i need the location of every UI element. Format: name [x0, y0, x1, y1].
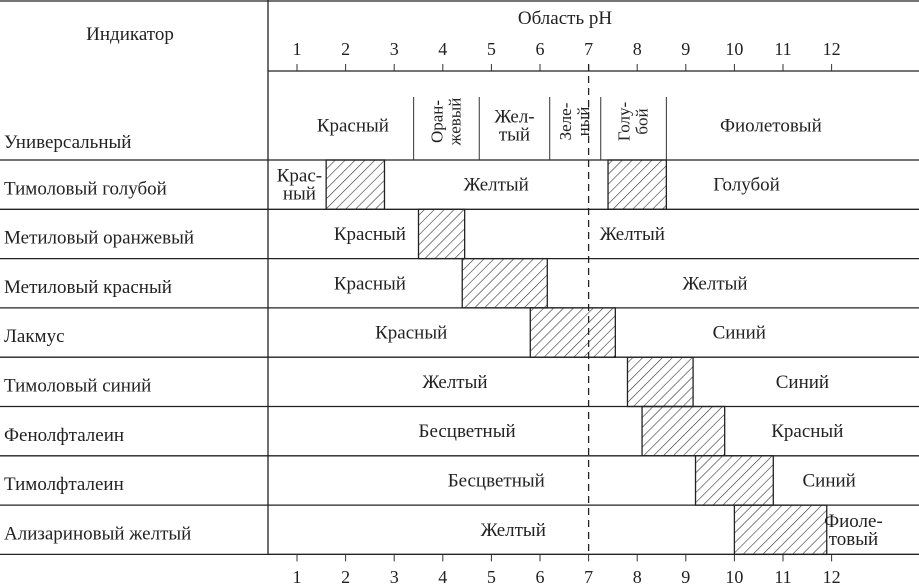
color-label: Желтый	[600, 224, 665, 245]
indicator-column-header: Индикатор	[86, 24, 174, 45]
zone-label-vertical: Оран-жевый	[427, 98, 464, 147]
indicator-name: Лакмус	[4, 326, 65, 347]
color-label: Бесцветный	[419, 421, 516, 442]
indicator-name: Фенолфталеин	[4, 425, 124, 446]
color-label: Красный	[334, 273, 406, 294]
color-label: Желтый	[422, 372, 487, 393]
top-tick-label: 6	[536, 39, 545, 59]
bottom-tick-label: 7	[584, 567, 593, 587]
zone-label: Зеле-ный	[556, 102, 593, 140]
indicator-row: Тимоловый голубой Крас-ный Желтый Голубой	[4, 159, 780, 210]
indicator-name: Тимоловый голубой	[4, 178, 167, 199]
transition-interval	[417, 208, 466, 260]
zone-label-vertical: Голу-бой	[615, 102, 652, 142]
color-label: Желтый	[682, 273, 747, 294]
indicator-row: Метиловый красный Красный Желтый	[4, 257, 748, 309]
indicator-name: Ализариновый желтый	[4, 523, 191, 544]
top-tick-label: 11	[774, 39, 791, 59]
color-label: Голубой	[713, 175, 780, 196]
transition-interval	[733, 504, 828, 556]
top-tick-label: 1	[293, 39, 302, 59]
top-tick-label: 7	[584, 39, 593, 59]
color-label: Синий	[802, 470, 855, 491]
top-tick-label: 4	[438, 39, 447, 59]
bottom-tick-label: 5	[487, 567, 496, 587]
zone-label: Жел-тый	[494, 107, 534, 146]
color-label: Синий	[776, 372, 829, 393]
top-tick-label: 12	[823, 39, 841, 59]
zone-label: Голу-бой	[615, 102, 652, 142]
bottom-tick-label: 11	[774, 567, 791, 587]
top-tick-label: 3	[390, 39, 399, 59]
bottom-tick-label: 4	[438, 567, 447, 587]
top-tick-label: 10	[725, 39, 743, 59]
color-label: Красный	[334, 224, 406, 245]
bottom-tick-label: 9	[681, 567, 690, 587]
indicator-name: Метиловый красный	[4, 277, 172, 298]
bottom-tick-label: 3	[390, 567, 399, 587]
transition-interval	[694, 455, 774, 506]
bottom-tick-label: 1	[293, 567, 302, 587]
bottom-tick-label: 10	[725, 567, 743, 587]
ph-range-header: Область pH	[518, 8, 612, 29]
bottom-tick-label: 8	[633, 567, 642, 587]
zone-label-vertical: Зеле-ный	[556, 102, 593, 140]
color-label: Бесцветный	[448, 470, 545, 491]
color-label: Фиоле-товый	[824, 511, 883, 550]
indicator-name: Универсальный	[4, 132, 131, 153]
color-label: Красный	[375, 323, 447, 344]
transition-interval	[626, 356, 694, 408]
transition-interval	[325, 159, 386, 210]
indicator-name: Метиловый оранжевый	[4, 228, 194, 249]
transition-interval	[607, 159, 668, 210]
indicator-name: Тимоловый синий	[4, 376, 151, 397]
color-label: Синий	[713, 323, 766, 344]
zone-label: Оран-жевый	[427, 98, 464, 147]
transition-interval	[641, 405, 726, 457]
top-ph-axis: 1 2 3 4 5 6 7 8 9 10 11 12	[268, 39, 919, 72]
indicator-row: Ализариновый желтый Желтый Фиоле-товый	[4, 504, 883, 556]
bottom-tick-label: 6	[536, 567, 545, 587]
transition-interval	[461, 257, 548, 309]
bottom-tick-label: 2	[341, 567, 350, 587]
bottom-ph-axis: 1 2 3 4 5 6 7 8 9 10 11 12	[268, 553, 919, 587]
color-label: Крас-ный	[277, 166, 322, 205]
indicator-row: Тимоловый синий Желтый Синий	[4, 356, 829, 408]
top-tick-label: 9	[681, 39, 690, 59]
indicator-row: Фенолфталеин Бесцветный Красный	[4, 405, 843, 457]
universal-indicator-row: Универсальный Красный Оран-жевый Жел-тый Зел…	[4, 97, 822, 160]
top-tick-label: 8	[633, 39, 642, 59]
indicator-rows: Тимоловый голубой Крас-ный Желтый Голубой Ме…	[4, 159, 883, 556]
indicator-row: Лакмус Красный Синий	[4, 307, 766, 358]
indicator-row: Тимолфталеин Бесцветный Синий	[4, 455, 856, 506]
top-tick-label: 5	[487, 39, 496, 59]
transition-interval	[529, 307, 616, 358]
color-label: Желтый	[481, 520, 546, 541]
zone-label: Фиолетовый	[720, 116, 822, 137]
color-label: Желтый	[464, 175, 529, 196]
color-label: Красный	[771, 421, 843, 442]
indicator-name: Тимолфталеин	[4, 474, 124, 495]
indicator-row: Метиловый оранжевый Красный Желтый	[4, 208, 665, 260]
bottom-tick-label: 12	[823, 567, 841, 587]
zone-label: Красный	[317, 116, 389, 137]
top-tick-label: 2	[341, 39, 350, 59]
